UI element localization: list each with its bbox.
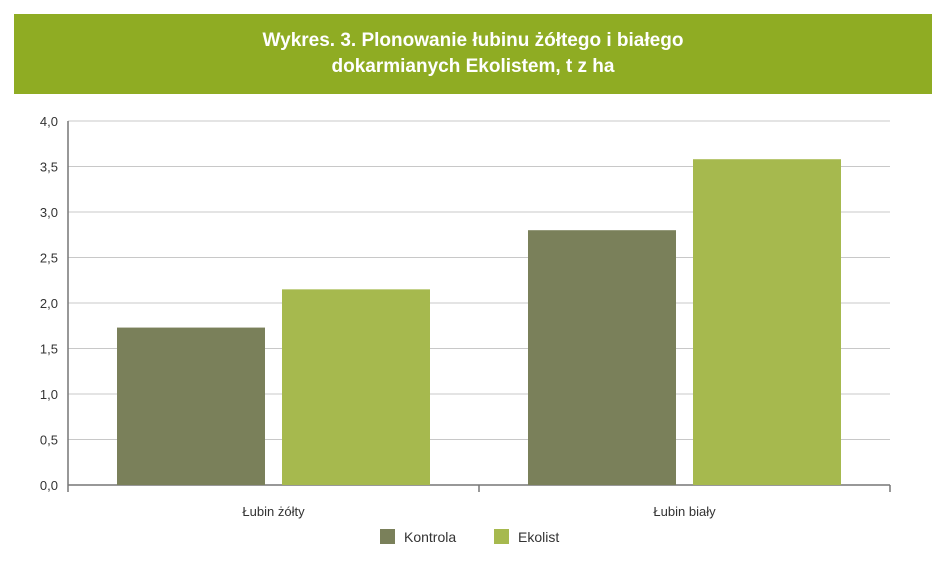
y-tick-label: 1,5	[40, 342, 58, 357]
chart-title-line-1: Wykres. 3. Plonowanie łubinu żółtego i b…	[262, 30, 684, 51]
y-tick-label: 0,5	[40, 433, 58, 448]
bar-kontrola	[117, 327, 265, 485]
x-category-label: Łubin żółty	[242, 504, 305, 519]
y-tick-label: 4,0	[40, 114, 58, 129]
x-category-label: Łubin biały	[653, 504, 716, 519]
chart-title-line-2: dokarmianych Ekolistem, t z ha	[331, 56, 615, 77]
y-tick-label: 2,5	[40, 251, 58, 266]
y-tick-label: 0,0	[40, 478, 58, 493]
bar-ekolist	[282, 289, 430, 485]
chart-title-banner: Wykres. 3. Plonowanie łubinu żółtego i b…	[14, 14, 932, 94]
legend-swatch-kontrola	[380, 529, 395, 544]
bar-kontrola	[528, 230, 676, 485]
legend-label-ekolist: Ekolist	[518, 529, 559, 545]
y-tick-label: 2,0	[40, 296, 58, 311]
legend-swatch-ekolist	[494, 529, 509, 544]
bar-ekolist	[693, 159, 841, 485]
y-tick-label: 3,0	[40, 205, 58, 220]
legend-label-kontrola: Kontrola	[404, 529, 456, 545]
y-tick-label: 1,0	[40, 387, 58, 402]
y-tick-label: 3,5	[40, 160, 58, 175]
